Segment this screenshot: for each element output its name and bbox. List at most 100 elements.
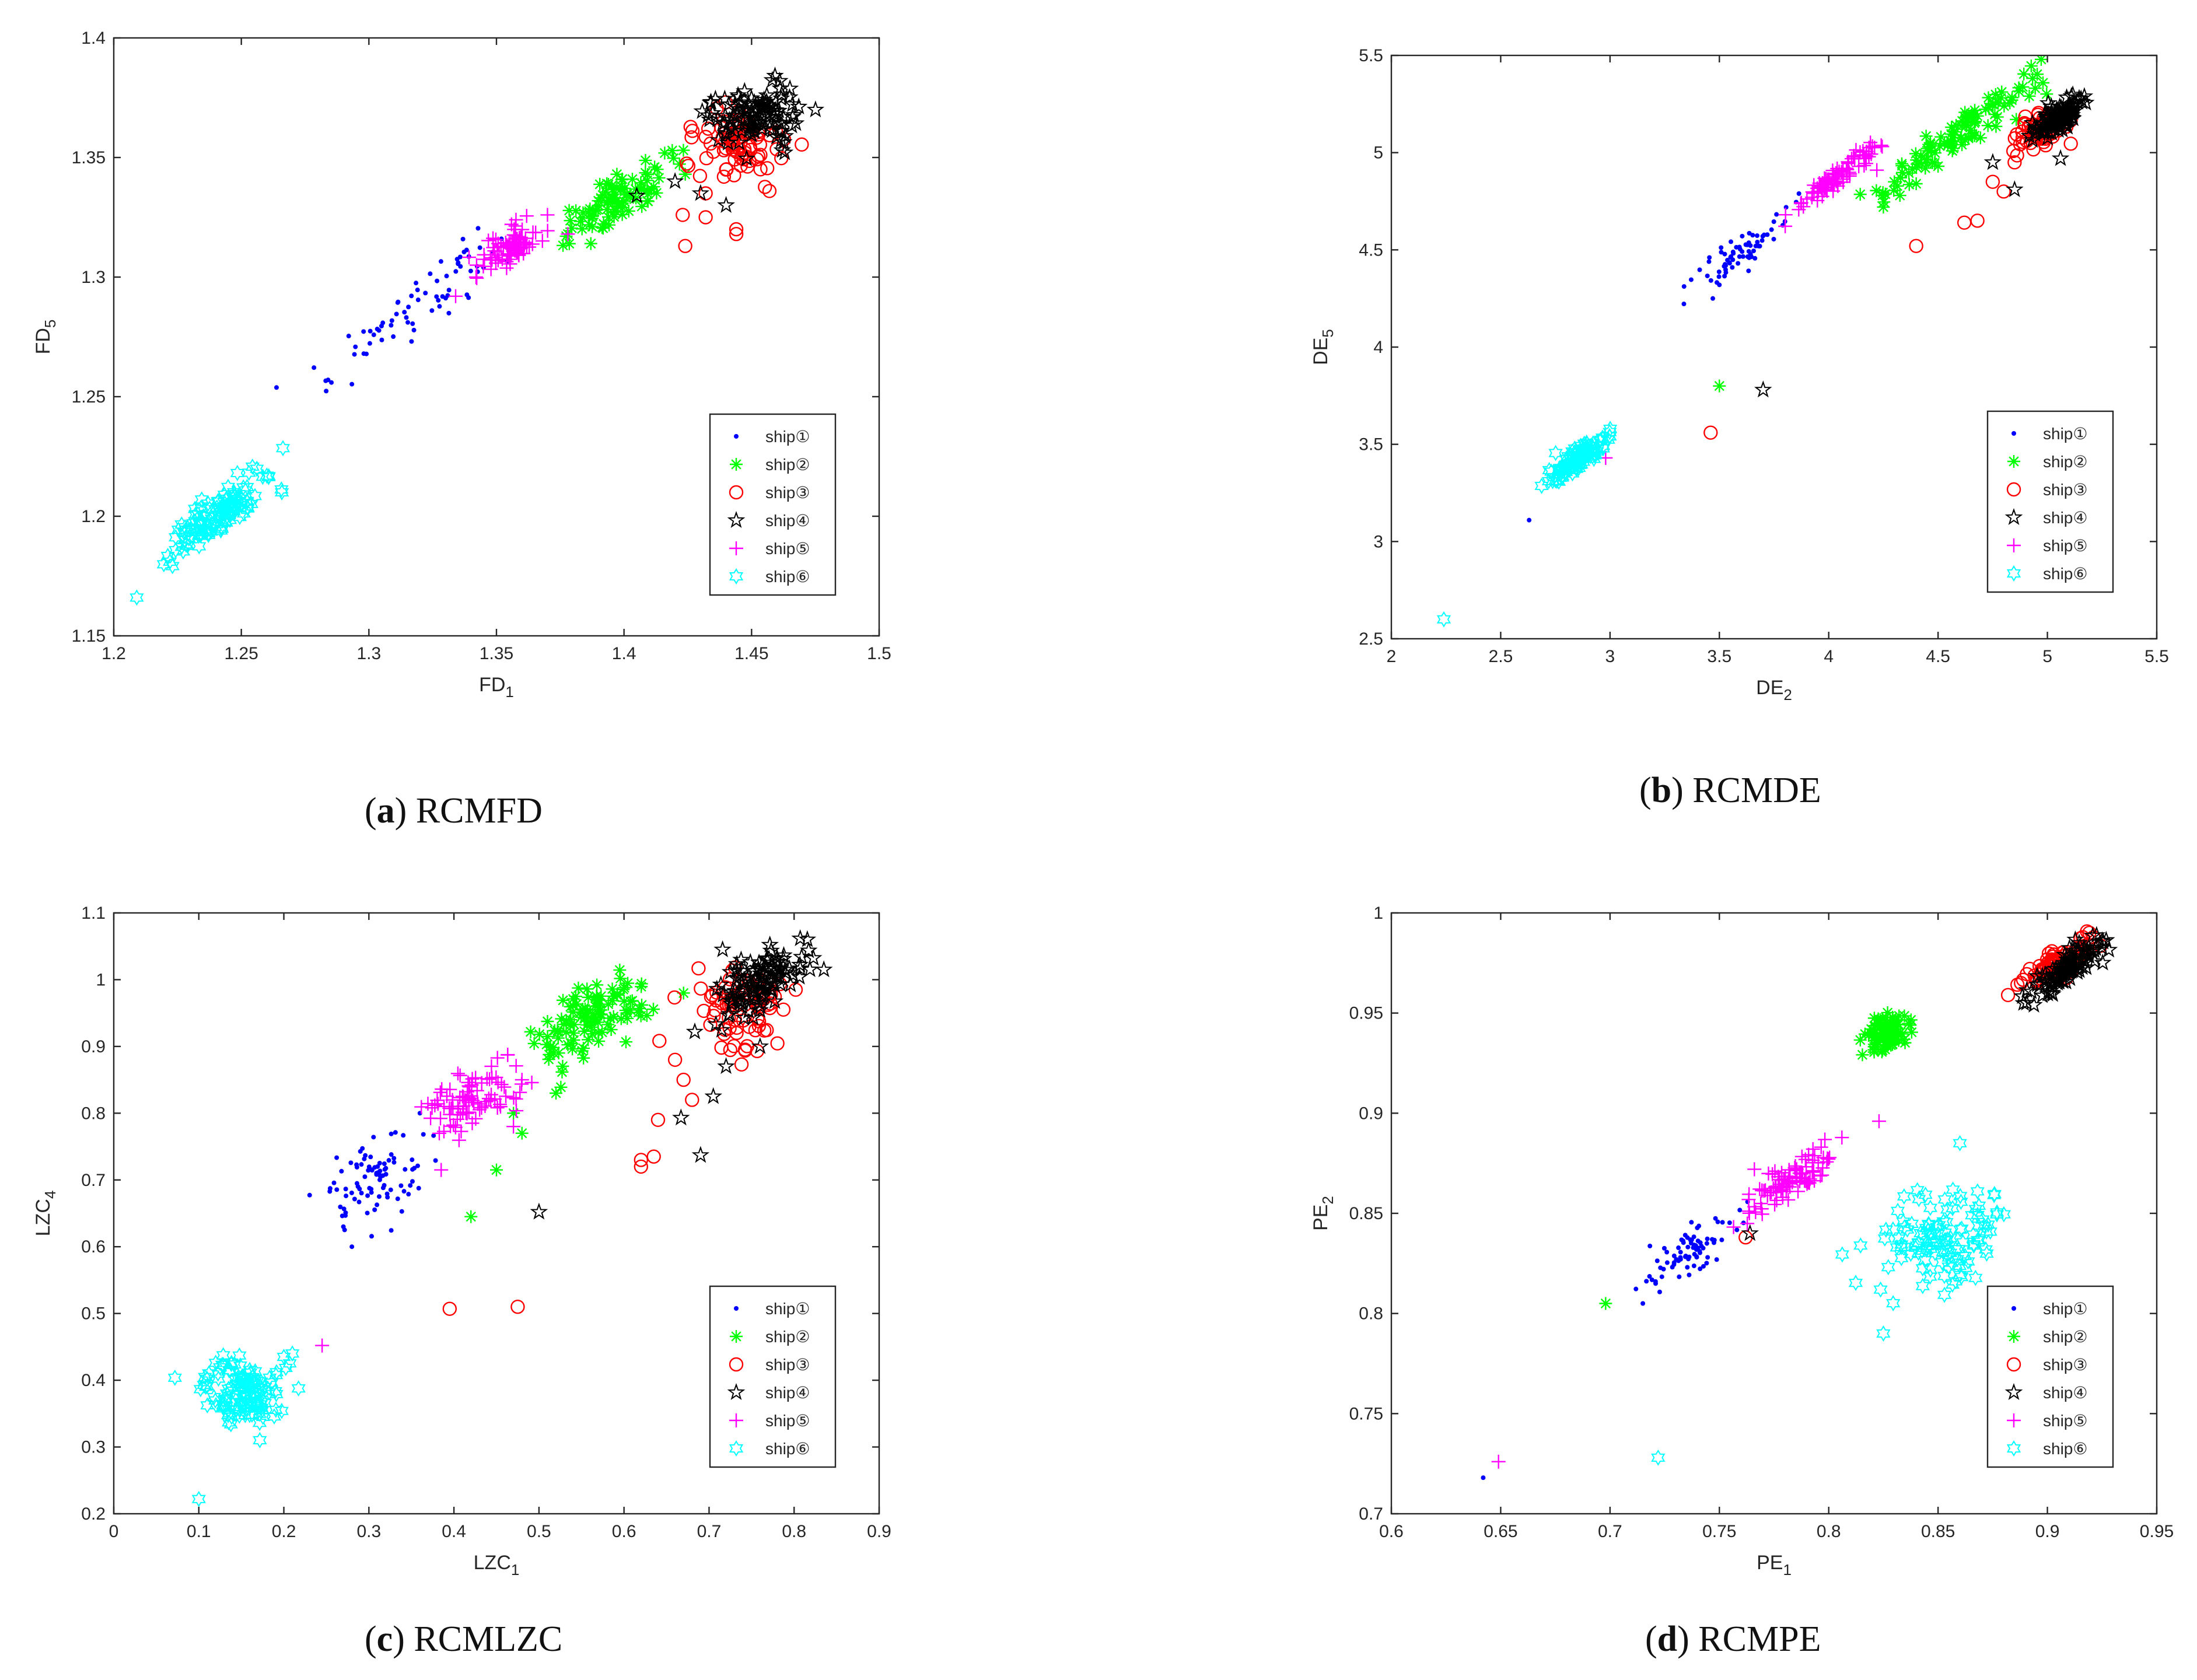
data-point (586, 1007, 600, 1020)
data-point (754, 93, 772, 110)
data-point (555, 1012, 568, 1026)
data-point (1820, 1151, 1835, 1166)
data-point (672, 1108, 690, 1126)
data-point (721, 119, 740, 136)
data-point (278, 1360, 293, 1376)
data-point (1933, 139, 1947, 153)
data-point (786, 114, 805, 131)
y-tick-label: 0.4 (81, 1371, 106, 1390)
legend-marker (2007, 1330, 2020, 1343)
data-point (1990, 1204, 2004, 1221)
data-point (233, 1357, 247, 1374)
data-point (1603, 424, 1617, 440)
data-point (449, 289, 463, 303)
x-tick-label: 0.6 (612, 1522, 636, 1541)
data-point (1685, 1265, 1690, 1270)
data-point (389, 1228, 394, 1233)
data-point (526, 225, 540, 240)
data-point (1715, 1219, 1720, 1224)
data-point (564, 1000, 577, 1013)
legend-label: ship② (765, 1328, 810, 1346)
data-point (789, 97, 808, 115)
data-point (712, 975, 730, 992)
data-point (2039, 93, 2058, 111)
data-point (1596, 430, 1610, 447)
data-point (169, 542, 183, 559)
caption-close: ) (394, 791, 416, 831)
data-point (1938, 1236, 1953, 1253)
data-point (352, 352, 357, 357)
data-point (1950, 1251, 1965, 1268)
series-ship3 (1703, 100, 2079, 440)
data-point (572, 981, 585, 995)
data-point (1579, 444, 1593, 461)
data-point (339, 1168, 344, 1174)
data-point (804, 949, 823, 966)
data-point (1871, 1114, 1886, 1129)
data-point (461, 1105, 476, 1119)
data-point (619, 1004, 632, 1017)
data-point (393, 1130, 398, 1135)
data-point (163, 553, 177, 570)
data-point (776, 963, 795, 981)
data-point (727, 954, 746, 972)
data-point (165, 558, 180, 575)
data-point (634, 1153, 649, 1167)
legend-marker (2004, 1382, 2023, 1400)
data-point (446, 288, 452, 293)
data-point (570, 998, 583, 1011)
data-point (1676, 1245, 1681, 1251)
data-point (1876, 1013, 1889, 1026)
data-point (1726, 1220, 1741, 1234)
data-point (580, 982, 594, 996)
x-axis-label: DE2 (1756, 677, 1792, 704)
data-point (1754, 233, 1759, 238)
data-point (356, 1199, 362, 1205)
data-point (763, 71, 782, 88)
legend-marker (730, 1330, 743, 1343)
data-point (606, 982, 619, 996)
data-point (1893, 189, 1906, 202)
data-point (1759, 238, 1765, 243)
y-tick-label: 0.7 (81, 1171, 106, 1190)
data-point (1664, 1260, 1670, 1265)
data-point (219, 1385, 235, 1402)
data-point (772, 115, 791, 132)
data-point (568, 1018, 581, 1031)
data-point (2040, 88, 2053, 101)
data-point (507, 1107, 520, 1120)
data-point (751, 1037, 769, 1054)
legend-marker (2006, 1440, 2021, 1457)
data-point (346, 334, 351, 339)
y-tick-label: 1.3 (81, 268, 106, 287)
data-point (771, 71, 789, 89)
data-point (379, 323, 384, 328)
data-point (1787, 1161, 1802, 1175)
data-point (437, 304, 442, 309)
data-point (602, 177, 615, 191)
legend-box (709, 1285, 837, 1468)
data-point (1897, 1188, 1912, 1205)
data-point (375, 1202, 380, 1208)
data-point (1569, 459, 1583, 476)
data-point (1730, 249, 1736, 254)
data-point (434, 1163, 449, 1177)
data-point (586, 209, 599, 223)
caption-close: ) (393, 1619, 414, 1659)
data-point (1698, 1266, 1703, 1272)
data-point (230, 464, 245, 481)
data-point (1681, 284, 1687, 289)
data-point (575, 222, 589, 236)
data-points (167, 929, 833, 1507)
data-point (436, 298, 441, 303)
data-point (1695, 1225, 1700, 1230)
x-tick-label: 0.65 (1484, 1522, 1517, 1541)
data-point (398, 1183, 404, 1188)
data-point (639, 153, 652, 167)
data-point (515, 222, 530, 237)
data-point (753, 148, 768, 162)
legend-label: ship⑥ (2043, 1440, 2087, 1458)
data-point (1703, 425, 1718, 440)
data-point (1909, 147, 1922, 160)
data-point (1796, 200, 1811, 214)
